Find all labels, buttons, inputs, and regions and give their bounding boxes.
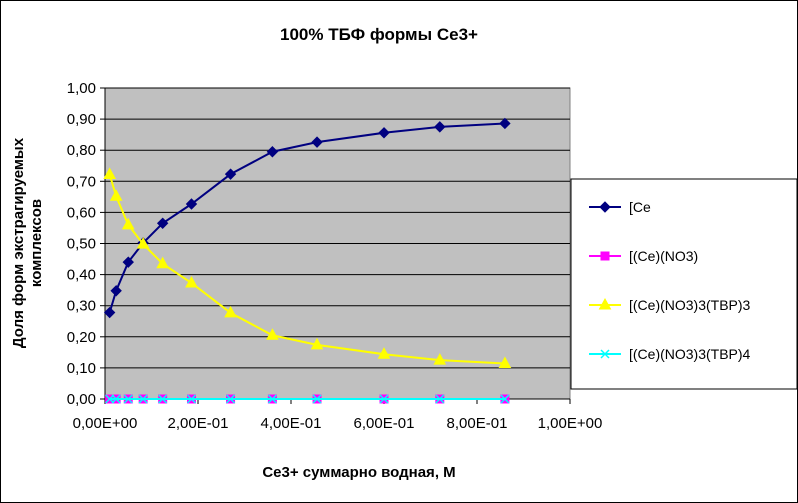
y-tick-label: 0,70 — [67, 173, 96, 190]
x-tick-label: 1,00E+00 — [538, 415, 603, 432]
x-tick-label: 2,00E-01 — [168, 415, 229, 432]
y-axis-label-line-1: Доля форм экстрагируемых — [10, 137, 27, 348]
data-point — [226, 394, 236, 404]
y-tick-labels: 0,00 0,10 0,20 0,30 0,40 0,50 0,60 0,70 0,80 0,90… — [67, 80, 105, 408]
data-point — [138, 394, 148, 404]
data-point — [311, 136, 323, 148]
legend-box — [570, 178, 797, 390]
data-point — [105, 394, 115, 404]
data-point — [499, 117, 511, 130]
legend-marker — [599, 201, 611, 213]
legend-marker — [600, 349, 610, 359]
x-marker-stroke — [123, 394, 133, 404]
data-point — [379, 394, 389, 404]
y-tick-label: 0,20 — [67, 329, 96, 346]
data-point — [110, 285, 122, 297]
data-point — [103, 167, 116, 179]
legend-item-3: [(Ce)(NO3)3(TBP)3 — [589, 297, 751, 313]
x-marker-stroke — [226, 394, 236, 404]
gridlines — [105, 87, 570, 369]
data-point — [433, 353, 447, 365]
x-marker-stroke — [435, 394, 445, 404]
data-point — [498, 356, 512, 369]
data-point — [103, 306, 116, 319]
data-point — [224, 305, 237, 318]
data-point — [310, 337, 324, 350]
data-point — [266, 146, 279, 158]
data-point — [267, 394, 277, 404]
data-point — [434, 121, 446, 133]
x-tick-label: 6,00E-01 — [354, 415, 415, 432]
series-line — [108, 174, 505, 365]
data-point — [109, 189, 123, 201]
x-marker-stroke — [500, 394, 510, 404]
x-tick-label: 0,00E+00 — [73, 415, 138, 432]
y-tick-label: 1,00 — [67, 80, 96, 97]
data-point — [111, 394, 121, 404]
legend: [Ce [(Ce)(NO3) [(Ce)(NO3)3(TBP)3 [(Ce)(NO3)… — [589, 199, 751, 362]
y-axis-label: Доля форм экстрагируемых комплексов — [10, 137, 45, 348]
y-tick-label: 0,00 — [67, 391, 96, 408]
data-point — [500, 394, 510, 404]
y-tick-label: 0,40 — [67, 267, 96, 284]
data-point — [136, 237, 150, 249]
data-point — [312, 394, 322, 404]
y-tick-label: 0,10 — [67, 360, 96, 377]
y-tick-label: 0,30 — [67, 298, 96, 315]
legend-label: [Ce — [629, 199, 651, 215]
data-point — [156, 256, 170, 269]
data-point — [185, 275, 198, 288]
x-tick-label: 4,00E-01 — [261, 415, 322, 432]
y-tick-label: 0,90 — [67, 111, 96, 128]
data-point — [378, 127, 390, 139]
x-tick-labels: 0,00E+00 2,00E-01 4,00E-01 6,00E-01 8,00E-01… — [73, 399, 603, 432]
data-point — [156, 217, 169, 229]
x-marker-stroke — [105, 394, 115, 404]
series-line — [108, 122, 505, 313]
y-tick-label: 0,60 — [67, 204, 96, 221]
x-marker-stroke — [186, 394, 197, 404]
x-marker-stroke — [267, 394, 277, 404]
data-point — [185, 198, 198, 210]
x-marker-stroke — [111, 394, 121, 404]
y-axis-label-line-2: комплексов — [28, 199, 45, 287]
data-point — [121, 217, 135, 230]
x-marker-stroke — [600, 349, 610, 359]
legend-item-1: [Ce — [589, 199, 651, 215]
data-point — [224, 168, 237, 180]
legend-item-2: [(Ce)(NO3) — [589, 248, 698, 264]
legend-marker — [600, 251, 610, 261]
legend-label: [(Ce)(NO3) — [629, 248, 698, 264]
data-point — [123, 394, 133, 404]
y-tick-label: 0,50 — [67, 236, 96, 253]
legend-label: [(Ce)(NO3)3(TBP)3 — [629, 297, 751, 313]
legend-marker — [598, 297, 612, 310]
series-3 — [103, 167, 512, 369]
data-point — [266, 328, 279, 340]
series-group — [103, 117, 512, 404]
x-marker-stroke — [138, 394, 148, 404]
x-marker-stroke — [312, 394, 322, 404]
data-point — [122, 256, 134, 268]
legend-label: [(Ce)(NO3)3(TBP)4 — [629, 346, 751, 362]
data-point — [377, 347, 391, 359]
x-marker-stroke — [158, 394, 168, 404]
series-4 — [105, 394, 510, 404]
legend-item-4: [(Ce)(NO3)3(TBP)4 — [589, 346, 751, 362]
data-point — [186, 394, 197, 404]
y-tick-label: 0,80 — [67, 142, 96, 159]
chart-title: 100% ТБФ формы Ce3+ — [280, 25, 478, 44]
x-axis-label: Ce3+ суммарно водная, М — [262, 464, 455, 481]
data-point — [435, 394, 445, 404]
data-point — [158, 394, 168, 404]
x-marker-stroke — [379, 394, 389, 404]
x-tick-label: 8,00E-01 — [447, 415, 508, 432]
